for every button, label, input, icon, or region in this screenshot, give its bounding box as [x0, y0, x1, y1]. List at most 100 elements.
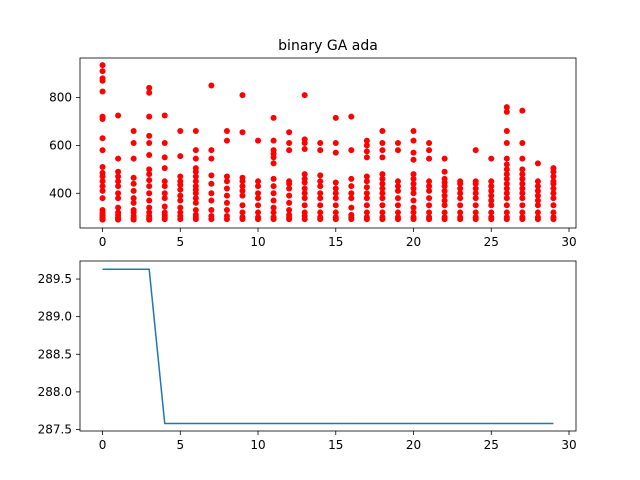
- scatter-point: [519, 216, 526, 223]
- scatter-point: [130, 216, 137, 223]
- scatter-point: [270, 183, 277, 190]
- scatter-point: [99, 68, 106, 75]
- scatter-point: [519, 107, 526, 114]
- scatter-point: [130, 155, 137, 162]
- scatter-point: [410, 149, 417, 156]
- x-tick-label: 10: [250, 235, 265, 249]
- x-tick-label: 0: [99, 235, 107, 249]
- scatter-point: [192, 178, 199, 185]
- y-tick-label: 288.0: [38, 385, 72, 399]
- scatter-point: [519, 175, 526, 182]
- scatter-point: [519, 166, 526, 173]
- scatter-point: [379, 128, 386, 135]
- scatter-point: [208, 190, 215, 197]
- scatter-point: [99, 183, 106, 190]
- x-tick-label: 25: [484, 235, 499, 249]
- scatter-point: [239, 183, 246, 190]
- scatter-point: [286, 185, 293, 192]
- scatter-point: [270, 204, 277, 211]
- scatter-point: [348, 204, 355, 211]
- scatter-point: [130, 140, 137, 146]
- scatter-point: [488, 178, 495, 185]
- scatter-point: [519, 209, 526, 216]
- scatter-point: [192, 173, 199, 180]
- scatter-point: [503, 166, 510, 173]
- scatter-point: [161, 195, 168, 202]
- scatter-point: [394, 216, 401, 223]
- scatter-point: [363, 184, 370, 191]
- scatter-point: [146, 183, 153, 190]
- scatter-point: [550, 216, 557, 223]
- scatter-point: [146, 204, 153, 211]
- scatter-point: [457, 195, 464, 202]
- y-tick-label: 289.0: [38, 310, 72, 324]
- scatter-point: [177, 181, 184, 188]
- scatter-point: [255, 195, 262, 202]
- scatter-point: [519, 195, 526, 202]
- y-tick-label: 287.5: [38, 422, 72, 436]
- scatter-point: [239, 129, 246, 136]
- scatter-point: [192, 216, 199, 223]
- scatter-point: [177, 216, 184, 223]
- scatter-point: [146, 166, 153, 173]
- x-tick-label: 20: [406, 438, 421, 452]
- scatter-point: [441, 192, 448, 199]
- scatter-point: [503, 175, 510, 182]
- scatter-point: [550, 202, 557, 209]
- scatter-point: [146, 113, 153, 120]
- scatter-point: [472, 195, 479, 202]
- scatter-point: [472, 209, 479, 216]
- scatter-point: [208, 82, 215, 89]
- x-tick-label: 5: [176, 438, 184, 452]
- scatter-point: [208, 155, 215, 162]
- scatter-point: [472, 216, 479, 223]
- scatter-point: [115, 183, 122, 190]
- scatter-point: [301, 195, 308, 202]
- scatter-point: [115, 168, 122, 175]
- scatter-point: [488, 187, 495, 194]
- scatter-point: [146, 140, 153, 146]
- scatter-point: [99, 88, 106, 95]
- scatter-point: [488, 197, 495, 204]
- scatter-point: [519, 155, 526, 162]
- scatter-point: [130, 128, 137, 135]
- scatter-point: [177, 204, 184, 211]
- scatter-point: [503, 161, 510, 168]
- scatter-point: [488, 183, 495, 190]
- best-fitness-line: [102, 268, 554, 425]
- scatter-point: [363, 173, 370, 180]
- scatter-point: [161, 140, 168, 146]
- scatter-point: [223, 207, 230, 214]
- scatter-point: [130, 180, 137, 187]
- scatter-point: [550, 190, 557, 197]
- scatter-point: [379, 147, 386, 154]
- scatter-point: [317, 140, 324, 146]
- scatter-point: [146, 84, 153, 91]
- scatter-point: [503, 171, 510, 178]
- scatter-point: [519, 140, 526, 146]
- scatter-point: [301, 171, 308, 178]
- scatter-point: [348, 147, 355, 154]
- x-tick-label: 15: [328, 438, 343, 452]
- scatter-point: [286, 207, 293, 214]
- scatter-point: [177, 192, 184, 199]
- scatter-point: [426, 140, 433, 146]
- scatter-point: [99, 62, 106, 69]
- scatter-point: [115, 204, 122, 211]
- scatter-point: [177, 153, 184, 160]
- scatter-point: [457, 202, 464, 209]
- scatter-point: [426, 178, 433, 185]
- scatter-point: [146, 151, 153, 158]
- scatter-point: [286, 180, 293, 187]
- scatter-point: [394, 178, 401, 185]
- scatter-point: [426, 183, 433, 190]
- scatter-point: [317, 190, 324, 197]
- scatter-point: [239, 187, 246, 194]
- scatter-point: [410, 175, 417, 182]
- scatter-point: [332, 190, 339, 197]
- scatter-point: [115, 195, 122, 202]
- scatter-point: [115, 178, 122, 185]
- scatter-point: [457, 185, 464, 192]
- scatter-point: [332, 149, 339, 156]
